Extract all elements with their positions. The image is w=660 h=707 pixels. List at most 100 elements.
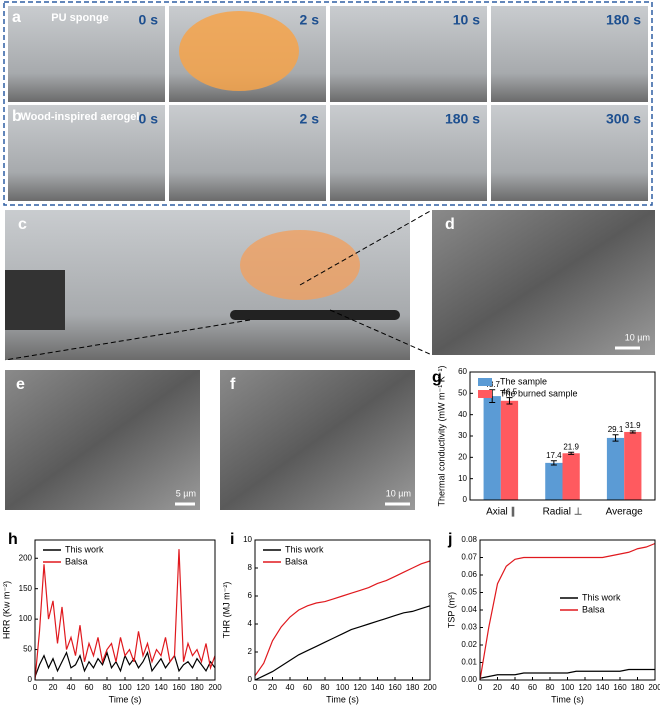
panel-label: c <box>18 216 27 233</box>
y-tick-label: 0 <box>28 675 33 684</box>
y-tick-label: 6 <box>248 591 253 600</box>
error-bar <box>489 389 496 404</box>
bar <box>483 396 501 500</box>
y-tick-label: 2 <box>248 647 253 656</box>
flame <box>179 11 299 91</box>
photo <box>8 105 165 201</box>
x-tick-label: Radial ⊥ <box>543 507 583 518</box>
legend-label: This work <box>582 592 621 602</box>
x-tick-label: 100 <box>561 683 575 692</box>
y-tick-label: 0.08 <box>461 535 477 544</box>
value-label: 31.9 <box>625 421 641 430</box>
legend-swatch <box>478 378 492 386</box>
photo <box>491 6 648 102</box>
y-tick-label: 0 <box>248 675 253 684</box>
x-tick-label: Average <box>606 507 644 518</box>
panel-label: b <box>12 108 22 125</box>
dashed-frame <box>3 1 653 206</box>
photo-c <box>5 210 410 360</box>
line <box>479 668 655 679</box>
x-tick-label: 40 <box>511 683 520 692</box>
legend-label: The sample <box>500 376 547 386</box>
x-tick-label: 160 <box>388 683 402 692</box>
value-label: 46.5 <box>502 388 518 397</box>
x-tick-label: 60 <box>303 683 312 692</box>
torch <box>5 270 65 330</box>
y-tick-label: 100 <box>19 614 33 623</box>
y-tick-label: 0.04 <box>461 605 477 614</box>
x-axis-label: Time (s) <box>326 694 359 704</box>
x-tick-label: 20 <box>268 683 277 692</box>
panel-label: d <box>445 216 455 233</box>
x-tick-label: 60 <box>528 683 537 692</box>
x-tick-label: 160 <box>172 683 186 692</box>
photo <box>491 105 648 201</box>
time-label: 180 s <box>606 12 641 28</box>
bar <box>500 400 519 500</box>
plot-frame <box>254 539 431 681</box>
y-tick-label: 0.01 <box>461 658 477 667</box>
y-tick-label: 150 <box>19 584 33 593</box>
panel-label: i <box>230 531 234 548</box>
panel-label: g <box>432 369 442 386</box>
x-tick-label: 140 <box>154 683 168 692</box>
x-tick-label: 140 <box>371 683 385 692</box>
bar <box>606 437 625 500</box>
bar <box>545 462 563 500</box>
x-tick-label: 0 <box>478 683 483 692</box>
legend-label: The burned sample <box>500 388 578 398</box>
y-tick-label: 10 <box>458 474 467 483</box>
x-tick-label: 20 <box>493 683 502 692</box>
x-tick-label: 0 <box>33 683 38 692</box>
x-tick-label: 80 <box>103 683 112 692</box>
sem-d <box>432 210 655 355</box>
time-label: 2 s <box>300 12 320 28</box>
y-tick-label: 50 <box>458 388 467 397</box>
plot-frame <box>34 539 216 681</box>
y-axis-label: THR (MJ m⁻²) <box>221 582 231 639</box>
scale-label: 5 µm <box>176 488 196 498</box>
y-tick-label: 0.06 <box>461 570 477 579</box>
error-bar <box>550 460 557 466</box>
y-axis-label: HRR (Kw m⁻²) <box>1 581 11 639</box>
x-tick-label: 200 <box>423 683 437 692</box>
value-label: 48.7 <box>484 380 500 389</box>
x-tick-label: 120 <box>578 683 592 692</box>
x-axis-label: Time (s) <box>551 694 584 704</box>
y-axis-label: TSP (m²) <box>446 592 456 628</box>
y-tick-label: 40 <box>458 410 467 419</box>
x-tick-label: 0 <box>253 683 258 692</box>
legend-label: Balsa <box>582 604 605 614</box>
y-tick-label: 60 <box>458 367 467 376</box>
y-tick-label: 0.02 <box>461 640 477 649</box>
y-tick-label: 0.05 <box>461 588 477 597</box>
legend-label: Balsa <box>65 556 88 566</box>
x-tick-label: 20 <box>49 683 58 692</box>
x-axis-label: Time (s) <box>109 694 142 704</box>
photo <box>330 105 487 201</box>
x-tick-label: 200 <box>208 683 222 692</box>
value-label: 29.1 <box>608 425 624 434</box>
x-tick-label: 100 <box>118 683 132 692</box>
y-tick-label: 200 <box>19 553 33 562</box>
time-label: 0 s <box>139 12 159 28</box>
value-label: 17.4 <box>546 451 562 460</box>
sem-f <box>220 370 415 510</box>
x-tick-label: 200 <box>648 683 660 692</box>
photo <box>169 105 326 201</box>
flame <box>240 230 360 300</box>
zoom-line <box>4 319 251 361</box>
panel-label: h <box>8 531 18 548</box>
error-bar <box>629 430 636 434</box>
panel-label: j <box>447 531 452 548</box>
x-tick-label: 180 <box>631 683 645 692</box>
y-tick-label: 0.03 <box>461 623 477 632</box>
x-tick-label: 80 <box>546 683 555 692</box>
time-label: 10 s <box>453 12 480 28</box>
x-tick-label: 160 <box>613 683 627 692</box>
scale-label: 10 µm <box>386 488 411 498</box>
y-axis-label: Thermal conductivity (mW m⁻¹ K⁻¹) <box>436 365 446 506</box>
y-tick-label: 30 <box>458 431 467 440</box>
panel-label: f <box>230 376 236 393</box>
